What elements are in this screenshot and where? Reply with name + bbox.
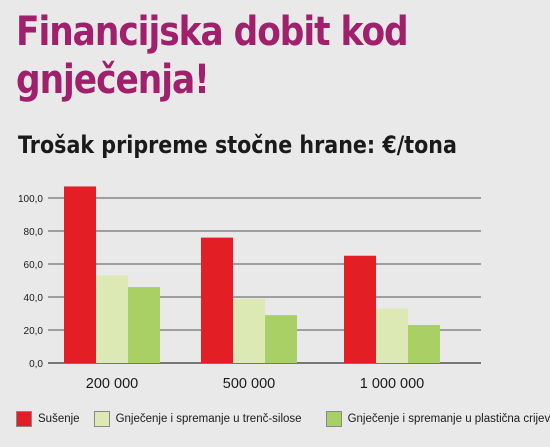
legend-swatch-plasticna-crijeva: [325, 411, 342, 427]
legend-label-susenje: Sušenje: [38, 413, 80, 425]
page-title: Financijska dobit kod gnječenja!: [16, 8, 463, 104]
bar: [201, 237, 233, 363]
page-title-line-2: gnječenja!: [16, 57, 210, 103]
legend-swatch-susenje: [16, 411, 32, 427]
legend-label-trench-silose: Gnječenje i spremanje u trenč-silose: [115, 413, 302, 425]
legend-label-plasticna-crijeva: Gnječenje i spremanje u plastična crijev…: [347, 413, 550, 425]
bar: [64, 186, 96, 363]
y-tick-label: 80,0: [24, 227, 44, 238]
chart-legend: Sušenje Gnječenje i spremanje u trenč-si…: [16, 411, 550, 427]
legend-item-trench-silose: Gnječenje i spremanje u trenč-silose: [93, 411, 302, 427]
bar: [344, 255, 376, 363]
y-tick-label: 100,0: [18, 194, 43, 205]
chart-title: Trošak pripreme stočne hrane: €/tona: [18, 131, 457, 159]
bar: [233, 298, 265, 363]
y-tick-label: 60,0: [24, 260, 44, 271]
legend-swatch-trench-silose: [93, 411, 110, 427]
x-tick-label: 1 000 000: [360, 376, 425, 392]
y-tick-label: 40,0: [24, 293, 44, 304]
bar-chart: 0,0 20,0 40,0 60,0 80,0 100,0 200 000 500 000 1 …: [18, 186, 481, 392]
bar: [408, 325, 440, 363]
bar: [96, 275, 128, 363]
legend-item-susenje: Sušenje: [16, 411, 80, 427]
x-tick-label: 200 000: [86, 376, 138, 392]
x-tick-label: 500 000: [223, 376, 275, 392]
y-tick-label: 20,0: [24, 326, 44, 337]
y-tick-label: 0,0: [29, 359, 43, 370]
legend-item-plasticna-crijeva: Gnječenje i spremanje u plastična crijev…: [325, 411, 550, 427]
bar: [376, 308, 408, 363]
bar: [128, 287, 160, 363]
bar: [265, 315, 297, 363]
page-title-line-1: Financijska dobit kod: [16, 9, 409, 55]
